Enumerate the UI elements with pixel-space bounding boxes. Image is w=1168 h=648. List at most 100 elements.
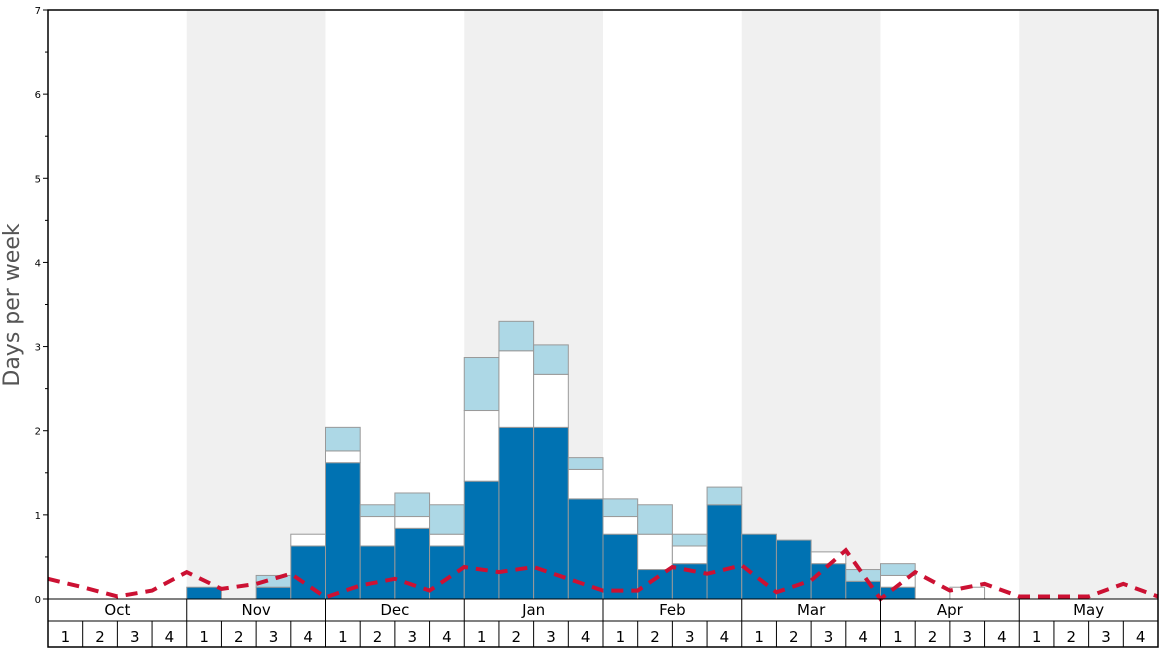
y-axis-label: Days per week <box>0 223 25 386</box>
bar-segment-dark <box>255 586 292 600</box>
week-label: 1 <box>61 628 71 646</box>
bar-segment-light <box>637 504 673 535</box>
bar-segment-dark <box>533 426 569 600</box>
week-label: 1 <box>893 628 903 646</box>
bar-segment-dark <box>810 563 847 600</box>
bar-segment-white <box>637 533 673 571</box>
week-label: 1 <box>1032 628 1042 646</box>
bar-segment-light <box>533 344 569 375</box>
bar-segment-white <box>498 350 535 428</box>
month-label: Jan <box>521 601 545 619</box>
week-label: 4 <box>858 628 868 646</box>
bar-segment-white <box>810 551 847 565</box>
week-label: 3 <box>1101 628 1111 646</box>
week-label: 2 <box>928 628 938 646</box>
average-line <box>47 547 1159 602</box>
y-tick-label: 5 <box>35 174 41 185</box>
y-tick-label: 0 <box>35 595 41 606</box>
bar-segment-light <box>880 563 916 576</box>
bars <box>186 320 986 600</box>
bar-segment-dark <box>567 498 604 600</box>
bar-segment-dark <box>637 569 673 600</box>
month-band <box>1019 10 1158 599</box>
week-label: 2 <box>650 628 660 646</box>
month-label: Mar <box>797 601 826 619</box>
x-axis: Oct 1 2 3 4 Nov 1 2 3 4 Dec 1 2 3 4 Jan 1 2 3 4 Feb 1 2 3 4 Mar 1 2… <box>48 598 1158 647</box>
bar-segment-white <box>567 468 604 500</box>
week-label: 2 <box>234 628 244 646</box>
bar-segment-white <box>290 533 326 547</box>
month-label: Nov <box>241 601 270 619</box>
bar-segment-light <box>498 320 535 352</box>
bar-segment-dark <box>359 545 396 600</box>
week-label: 3 <box>546 628 556 646</box>
bar-segment-light <box>671 533 708 547</box>
week-label: 1 <box>616 628 626 646</box>
week-label: 4 <box>720 628 730 646</box>
week-label: 2 <box>373 628 383 646</box>
week-label: 1 <box>477 628 487 646</box>
week-label: 2 <box>1067 628 1077 646</box>
bar-segment-light <box>359 504 396 518</box>
week-label: 2 <box>512 628 522 646</box>
week-label: 4 <box>1136 628 1146 646</box>
week-label: 3 <box>824 628 834 646</box>
month-label: Apr <box>937 601 964 619</box>
bar-segment-dark <box>394 527 431 600</box>
month-bands <box>186 10 1158 599</box>
y-axis: 0 1 2 3 4 5 6 7 <box>35 6 48 606</box>
week-label: 3 <box>685 628 695 646</box>
bar-segment-light <box>845 569 881 582</box>
bar-segment-light <box>394 492 431 518</box>
bar-segment-white <box>429 533 465 547</box>
bar-segment-light <box>706 486 743 506</box>
y-tick-label: 3 <box>35 343 41 354</box>
month-label: Dec <box>380 601 409 619</box>
bar-segment-light <box>429 504 465 535</box>
month-band <box>186 10 326 599</box>
week-label: 2 <box>789 628 799 646</box>
week-label: 1 <box>338 628 348 646</box>
bar-segment-dark <box>325 462 361 600</box>
y-tick-label: 4 <box>35 258 41 269</box>
y-tick-label: 6 <box>35 90 41 101</box>
bar-segment-light <box>325 426 361 452</box>
y-tick-label: 2 <box>35 427 41 438</box>
bar-segment-white <box>671 545 708 565</box>
month-band <box>741 10 881 599</box>
week-label: 4 <box>997 628 1007 646</box>
week-label: 3 <box>962 628 972 646</box>
month-label: Feb <box>659 601 686 619</box>
week-label: 2 <box>95 628 105 646</box>
bar-segment-dark <box>463 480 500 600</box>
week-label: 3 <box>269 628 279 646</box>
y-tick-label: 7 <box>35 6 41 17</box>
bar-segment-dark <box>845 580 881 600</box>
month-label: May <box>1073 601 1104 619</box>
bar-segment-dark <box>186 586 222 600</box>
bar-segment-white <box>325 450 361 464</box>
month-label: Oct <box>104 601 130 619</box>
bar-segment-dark <box>290 545 326 600</box>
week-label: 3 <box>130 628 140 646</box>
week-label: 1 <box>754 628 764 646</box>
week-label: 4 <box>581 628 591 646</box>
bar-segment-dark <box>602 533 639 600</box>
bar-segment-light <box>567 457 604 470</box>
y-tick-label: 1 <box>35 511 41 522</box>
bar-segment-white <box>394 516 431 529</box>
bar-segment-white <box>359 516 396 547</box>
week-label: 1 <box>199 628 209 646</box>
bar-segment-white <box>463 410 500 482</box>
bar-segment-dark <box>706 504 743 600</box>
plot-border <box>47 9 1159 648</box>
bar-segment-light <box>463 357 500 412</box>
week-label: 4 <box>442 628 452 646</box>
bar-segment-light <box>602 498 639 518</box>
bar-segment-white <box>602 516 639 535</box>
bar-segment-dark <box>741 533 777 600</box>
bar-segment-white <box>533 373 569 428</box>
week-label: 3 <box>407 628 417 646</box>
week-label: 4 <box>303 628 313 646</box>
